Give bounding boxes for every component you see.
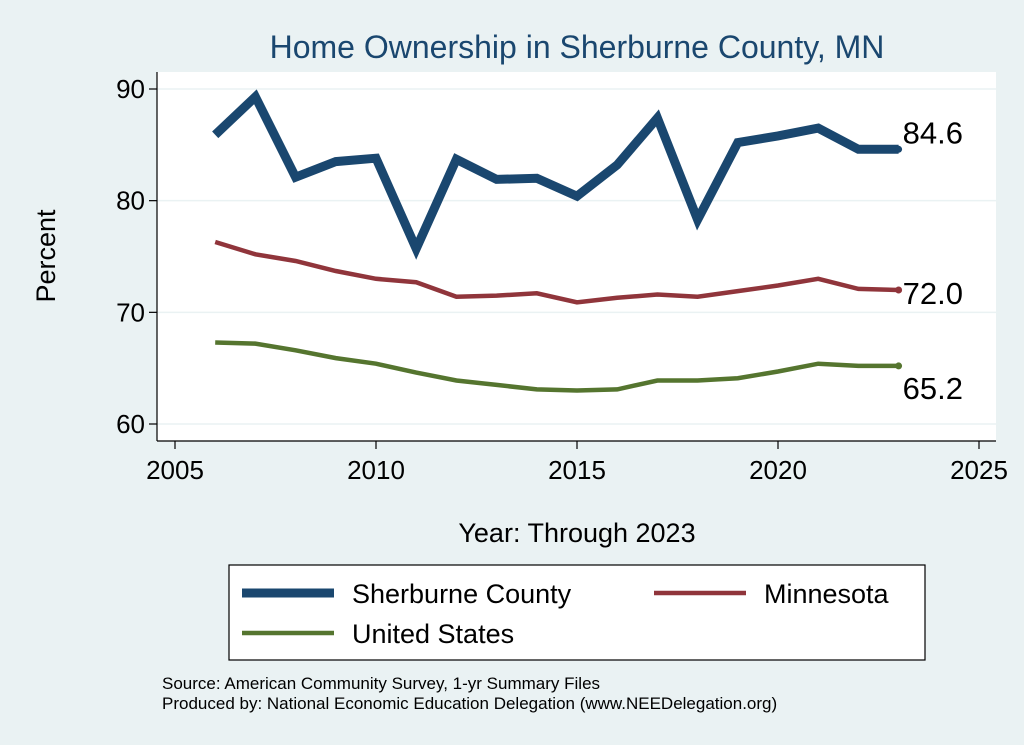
produced-by-note: Produced by: National Economic Education… (162, 694, 777, 713)
series-end-point (895, 286, 903, 294)
legend-label: United States (352, 619, 514, 649)
source-note: Source: American Community Survey, 1-yr … (162, 674, 600, 693)
series-line-minnesota (214, 239, 899, 305)
legend-label: Sherburne County (352, 579, 572, 609)
x-axis-title: Year: Through 2023 (458, 518, 695, 548)
legend-box (228, 564, 926, 661)
series-end-point (895, 145, 903, 153)
x-axis-ticks: 2005 2010 2015 2020 2025 (146, 441, 1008, 485)
end-label: 84.6 (903, 115, 963, 150)
series-line-united-states (215, 340, 899, 393)
end-labels: 84.6 72.0 65.2 (903, 115, 963, 406)
x-tick-label: 2015 (548, 455, 606, 485)
legend-label: Minnesota (764, 579, 890, 609)
end-label: 65.2 (903, 371, 963, 406)
end-label: 72.0 (903, 276, 963, 311)
series-end-point (895, 362, 903, 370)
y-axis-ticks: 60 70 80 90 (116, 74, 157, 439)
y-axis-title: Percent (31, 209, 61, 303)
chart-title: Home Ownership in Sherburne County, MN (270, 29, 885, 65)
x-tick-label: 2010 (347, 455, 405, 485)
y-tick-label: 60 (116, 409, 145, 439)
x-tick-label: 2020 (749, 455, 807, 485)
series-line-sherburne-county (212, 89, 899, 260)
y-tick-label: 70 (116, 297, 145, 327)
x-tick-label: 2005 (146, 455, 204, 485)
plot-area (157, 72, 996, 441)
x-tick-label: 2025 (950, 455, 1008, 485)
legend: Sherburne County Minnesota United States (242, 579, 890, 649)
series-layer (212, 89, 903, 393)
y-tick-label: 80 (116, 186, 145, 216)
y-tick-label: 90 (116, 74, 145, 104)
